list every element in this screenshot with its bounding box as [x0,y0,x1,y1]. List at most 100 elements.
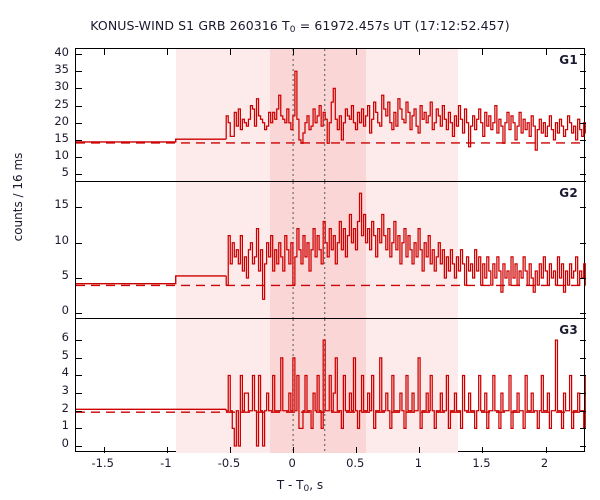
y-tick-mark [76,375,82,377]
y-tick-mark-right [580,71,586,73]
light-curve-g1 [76,49,586,181]
x-tick-mark [419,447,421,453]
x-tick-label: 2 [540,456,549,470]
y-tick-mark [76,393,82,395]
y-tick-mark-right [580,157,586,158]
y-tick-mark [76,278,82,280]
y-tick-label: 40 [54,45,69,60]
background-level-line [76,275,227,285]
x-axis-label-tail: , s [309,478,324,492]
x-tick-mark-top [356,49,358,55]
y-tick-mark-right [580,340,586,342]
y-tick-mark [76,428,82,430]
y-tick-label: 1 [61,418,69,433]
y-tick-mark-right [580,410,586,412]
x-axis-label-main: T - T [276,478,304,492]
plot-area: G1 G2 G3 [75,48,586,453]
light-curve-g2 [76,182,586,318]
y-tick-label: 5 [61,347,69,362]
y-tick-mark [76,410,82,412]
y-tick-mark [76,340,82,342]
x-tick-mark [293,447,295,453]
x-tick-mark [482,447,484,453]
shaded-band-inner [270,319,367,453]
counts-histogram [225,192,586,300]
y-tick-mark [76,139,82,141]
y-tick-label: 25 [54,96,69,111]
counts-histogram [225,339,586,447]
y-tick-mark-right [580,105,586,107]
y-tick-mark-right [580,207,586,209]
x-axis-label: T - T0, s [0,478,600,494]
y-tick-label: 15 [54,130,69,145]
y-tick-label: 15 [54,197,69,212]
y-tick-label: 10 [54,148,69,162]
title-t0-sub: 0 [289,25,296,35]
x-tick-mark-top [482,49,484,55]
y-tick-mark [76,207,82,209]
background-level-line [76,138,227,143]
y-tick-mark-right [580,122,586,124]
x-tick-mark-top [230,49,231,55]
y-tick-mark-right [580,88,586,90]
x-tick-mark [166,447,168,453]
title-grb: GRB 260316 [198,18,278,33]
y-tick-mark-right [580,428,586,430]
x-tick-mark [103,447,105,453]
x-tick-label: -1 [160,456,172,470]
page-title: KONUS-WIND S1 GRB 260316 T0 = 61972.457s… [0,18,600,35]
title-instrument: KONUS-WIND S1 [90,18,195,33]
panel-g1: G1 [76,49,586,181]
y-tick-label: 2 [61,400,69,415]
y-tick-mark [76,446,82,448]
y-tick-mark [76,157,82,158]
x-tick-mark [230,447,231,453]
y-tick-mark-right [580,242,586,244]
x-tick-label: 1 [414,456,423,470]
light-curve-g3 [76,319,586,453]
x-tick-mark-top [419,49,421,55]
y-tick-mark [76,357,82,359]
y-tick-mark [76,122,82,124]
y-tick-label: 5 [61,268,69,283]
panel-label-g3: G3 [559,323,578,337]
x-tick-label: 0.5 [346,456,365,470]
y-tick-mark-right [580,54,586,56]
y-tick-mark-right [580,139,586,141]
counts-histogram [225,70,586,151]
panel-g3: G3 [76,318,586,453]
y-tick-label: 35 [54,62,69,77]
y-tick-mark-right [580,446,586,448]
y-tick-label: 0 [61,436,69,451]
y-tick-mark [76,105,82,107]
y-tick-mark-right [580,357,586,359]
x-tick-mark-top [293,49,295,55]
x-tick-mark [356,447,358,453]
y-tick-mark [76,88,82,90]
panel-label-g1: G1 [559,53,578,67]
y-tick-label: 4 [61,365,69,380]
y-tick-mark-right [580,375,586,377]
y-tick-mark [76,242,82,244]
y-tick-mark [76,174,82,176]
y-tick-label: 3 [61,383,69,398]
x-tick-label: 1.5 [472,456,491,470]
x-tick-mark-top [166,49,168,55]
y-tick-mark-right [580,174,586,176]
y-axis-label: counts / 16 ms [11,152,25,242]
x-tick-mark [545,447,547,453]
y-tick-label: 0 [61,303,69,318]
y-tick-label: 10 [54,232,69,247]
x-axis-label-sub: 0 [303,484,310,494]
y-tick-mark [76,71,82,73]
panel-label-g2: G2 [559,186,578,200]
x-tick-label: -0.5 [217,456,241,470]
x-tick-mark-top [545,49,547,55]
y-tick-mark [76,54,82,56]
x-tick-mark-top [103,49,105,55]
y-tick-label: 30 [54,79,69,94]
y-tick-mark-right [580,278,586,280]
y-tick-mark-right [580,313,586,315]
y-tick-label: 6 [61,330,69,345]
